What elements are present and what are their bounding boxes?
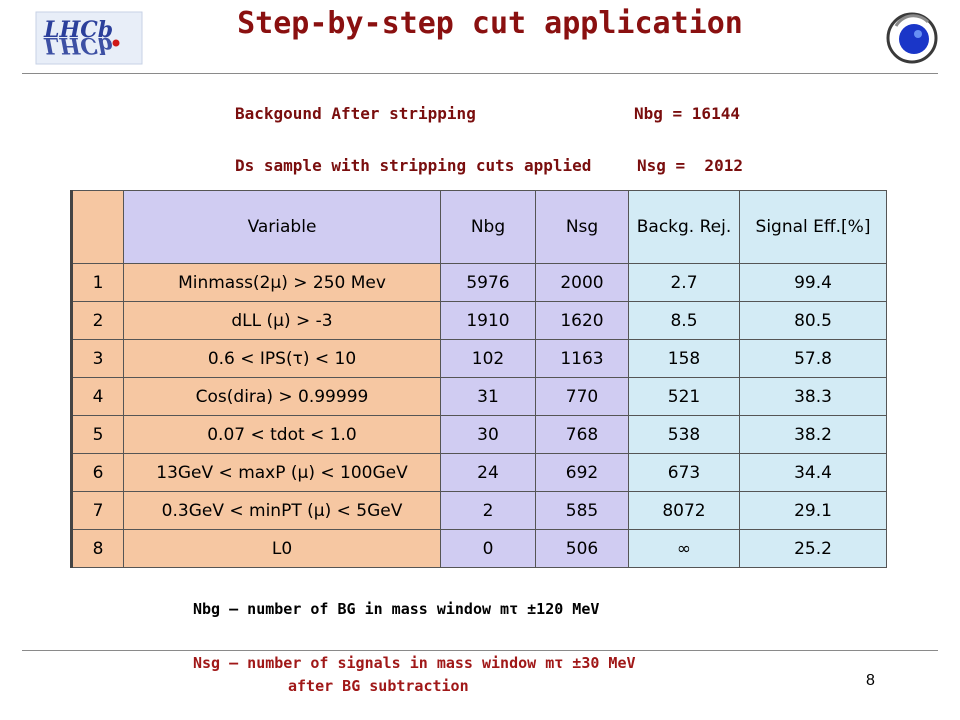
row-efficiency: 29.1 (739, 491, 887, 530)
table-row: 6 13GeV < maxP (μ) < 100GeV 24 692 673 3… (71, 453, 887, 492)
table-row: 1 Minmass(2μ) > 250 Mev 5976 2000 2.7 99… (71, 263, 887, 302)
row-variable: 0.6 < IPS(τ) < 10 (123, 339, 441, 378)
page-number: 8 (866, 672, 875, 689)
nsg-definition-note-continued: after BG subtraction (288, 677, 469, 695)
row-nsg: 1163 (535, 339, 629, 378)
row-variable: Cos(dira) > 0.99999 (123, 377, 441, 416)
row-nbg: 0 (440, 529, 536, 568)
row-nbg: 2 (440, 491, 536, 530)
row-nsg: 768 (535, 415, 629, 454)
header-divider (22, 73, 938, 74)
nbg-definition-note: Nbg – number of BG in mass window mτ ±12… (193, 600, 600, 618)
background-count: Nbg = 16144 (634, 104, 740, 123)
row-nsg: 770 (535, 377, 629, 416)
table-row: 7 0.3GeV < minPT (μ) < 5GeV 2 585 8072 2… (71, 491, 887, 530)
row-nbg: 1910 (440, 301, 536, 340)
header-nbg: Nbg (440, 190, 536, 264)
row-index: 2 (71, 301, 124, 340)
footer-divider (22, 650, 938, 651)
table-row: 4 Cos(dira) > 0.99999 31 770 521 38.3 (71, 377, 887, 416)
row-efficiency: 38.2 (739, 415, 887, 454)
row-efficiency: 99.4 (739, 263, 887, 302)
row-index: 5 (71, 415, 124, 454)
header-background-rejection: Backg. Rej. (628, 190, 740, 264)
row-nbg: 30 (440, 415, 536, 454)
slide-title: Step-by-step cut application (237, 6, 743, 41)
row-variable: dLL (μ) > -3 (123, 301, 441, 340)
cut-results-table: Variable Nbg Nsg Backg. Rej. Signal Eff.… (70, 190, 887, 568)
row-nbg: 102 (440, 339, 536, 378)
row-rejection: 521 (628, 377, 740, 416)
row-rejection: 158 (628, 339, 740, 378)
lhcb-logo: LHCb LHCb (30, 10, 148, 66)
svg-text:LHCb: LHCb (43, 17, 113, 43)
table-header-row: Variable Nbg Nsg Backg. Rej. Signal Eff.… (71, 190, 887, 264)
nsg-definition-note: Nsg – number of signals in mass window m… (193, 654, 636, 672)
row-efficiency: 34.4 (739, 453, 887, 492)
table-row: 8 L0 0 506 ∞ 25.2 (71, 529, 887, 568)
row-nbg: 5976 (440, 263, 536, 302)
header-signal-efficiency: Signal Eff.[%] (739, 190, 887, 264)
row-nsg: 585 (535, 491, 629, 530)
row-variable: 0.3GeV < minPT (μ) < 5GeV (123, 491, 441, 530)
row-rejection: 2.7 (628, 263, 740, 302)
row-index: 4 (71, 377, 124, 416)
row-rejection: ∞ (628, 529, 740, 568)
row-efficiency: 80.5 (739, 301, 887, 340)
row-nbg: 31 (440, 377, 536, 416)
background-label: Backgound After stripping (235, 104, 476, 123)
row-nsg: 2000 (535, 263, 629, 302)
row-variable: 0.07 < tdot < 1.0 (123, 415, 441, 454)
table-row: 3 0.6 < IPS(τ) < 10 102 1163 158 57.8 (71, 339, 887, 378)
globe-logo-icon (884, 8, 940, 66)
row-index: 7 (71, 491, 124, 530)
table-row: 2 dLL (μ) > -3 1910 1620 8.5 80.5 (71, 301, 887, 340)
row-nsg: 1620 (535, 301, 629, 340)
header-index (71, 190, 124, 264)
header-nsg: Nsg (535, 190, 629, 264)
row-efficiency: 38.3 (739, 377, 887, 416)
row-variable: 13GeV < maxP (μ) < 100GeV (123, 453, 441, 492)
row-variable: L0 (123, 529, 441, 568)
row-index: 3 (71, 339, 124, 378)
header-variable: Variable (123, 190, 441, 264)
row-nsg: 506 (535, 529, 629, 568)
row-variable: Minmass(2μ) > 250 Mev (123, 263, 441, 302)
svg-text:LHCb: LHCb (43, 32, 113, 58)
table-row: 5 0.07 < tdot < 1.0 30 768 538 38.2 (71, 415, 887, 454)
row-efficiency: 57.8 (739, 339, 887, 378)
row-index: 8 (71, 529, 124, 568)
row-rejection: 673 (628, 453, 740, 492)
row-index: 1 (71, 263, 124, 302)
row-nsg: 692 (535, 453, 629, 492)
row-efficiency: 25.2 (739, 529, 887, 568)
row-rejection: 538 (628, 415, 740, 454)
signal-count: Nsg = 2012 (637, 156, 743, 175)
row-nbg: 24 (440, 453, 536, 492)
row-rejection: 8.5 (628, 301, 740, 340)
row-index: 6 (71, 453, 124, 492)
row-rejection: 8072 (628, 491, 740, 530)
signal-label: Ds sample with stripping cuts applied (235, 156, 592, 175)
